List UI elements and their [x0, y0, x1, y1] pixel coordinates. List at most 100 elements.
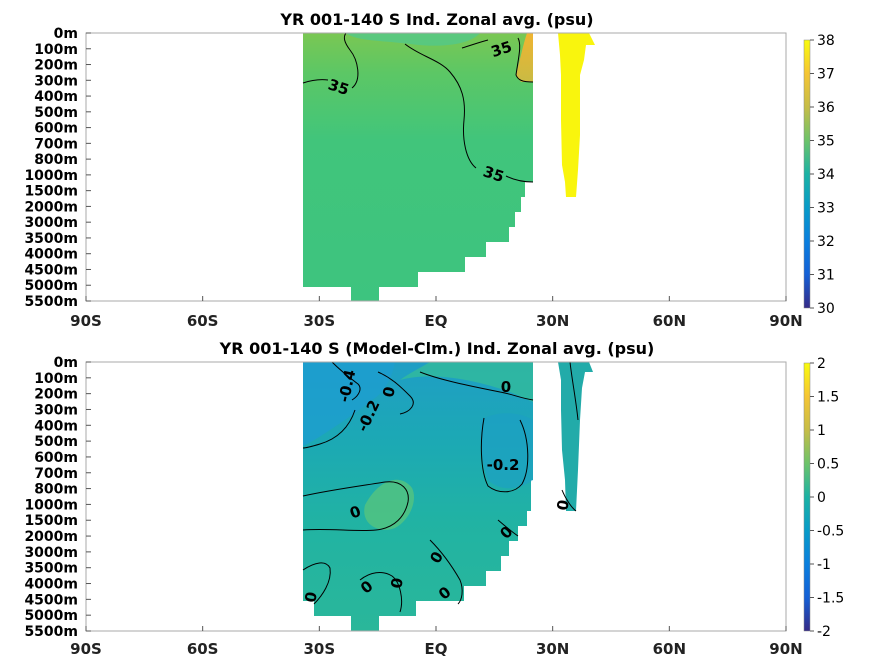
y-tick-label: 400m — [34, 418, 78, 434]
y-tick-label: 1500m — [24, 513, 78, 529]
contour-35-a — [302, 79, 329, 84]
panel-anomaly: YR 001-140 S (Model-Clm.) Ind. Zonal avg… — [24, 339, 844, 656]
y-tick-label: 4500m — [24, 592, 78, 608]
y-tick-label: 4000m — [24, 577, 78, 593]
panel-2-title: YR 001-140 S (Model-Clm.) Ind. Zonal avg… — [219, 339, 655, 358]
panel-1-x-ticks: 90S 60S 30S EQ 30N 60N 90N — [70, 296, 803, 330]
anomaly-field — [303, 362, 593, 631]
x-tick-label: 90S — [70, 312, 102, 330]
y-tick-label: 5500m — [24, 624, 78, 640]
y-tick-label: 700m — [34, 136, 78, 152]
y-tick-label: 600m — [34, 450, 78, 466]
y-tick-label: 300m — [34, 73, 78, 89]
y-tick-label: 4000m — [24, 247, 78, 263]
y-tick-label: 5500m — [24, 294, 78, 310]
anomaly-region-main — [303, 362, 533, 631]
y-tick-label: 3500m — [24, 561, 78, 577]
y-tick-label: 5000m — [24, 278, 78, 294]
contour-0-d — [302, 562, 331, 605]
anomaly-contours — [302, 361, 579, 613]
anomaly-region-upper — [400, 362, 533, 402]
y-tick-label: 700m — [34, 466, 78, 482]
salinity-region-main — [303, 33, 533, 301]
x-tick-label: 90S — [70, 640, 102, 656]
y-tick-label: 1000m — [24, 497, 78, 513]
y-tick-label: 800m — [34, 152, 78, 168]
colorbar-tick-label: 33 — [817, 201, 835, 217]
y-tick-label: 2000m — [24, 529, 78, 545]
y-tick-label: 5000m — [24, 608, 78, 624]
contour-label: 35 — [481, 162, 506, 186]
contour-0-i — [561, 489, 577, 512]
colorbar-tick-label: -2 — [817, 624, 831, 640]
colorbar-2-ticks: 2 1.5 1 0.5 0 -0.5 -1 -1.5 -2 — [810, 356, 844, 640]
x-tick-label: 60S — [187, 312, 219, 330]
y-tick-label: 500m — [34, 105, 78, 121]
contour-35-d — [505, 175, 534, 183]
colorbar-tick-label: 34 — [817, 167, 835, 183]
y-tick-label: 600m — [34, 121, 78, 137]
salinity-region-high — [516, 33, 533, 82]
colorbar-tick-label: 0 — [817, 490, 826, 506]
contour-m02-b — [480, 417, 529, 493]
colorbar-1-ticks: 38 37 36 35 34 33 32 31 30 — [810, 33, 835, 317]
x-tick-label: 30S — [303, 312, 335, 330]
salinity-region-fresh — [345, 33, 480, 46]
colorbar-tick-label: 31 — [817, 268, 835, 284]
colorbar-tick-label: -1.5 — [817, 591, 844, 607]
contour-label: 0 — [301, 590, 321, 603]
y-tick-label: 300m — [34, 402, 78, 418]
salinity-tongue — [558, 33, 595, 197]
anomaly-region-low — [303, 362, 395, 446]
colorbar-1 — [803, 39, 811, 309]
x-tick-label: 30S — [303, 640, 335, 656]
contour-label: 0 — [387, 576, 407, 589]
contour-0-a — [377, 371, 414, 415]
panel-2-x-ticks: 90S 60S 30S EQ 30N 60N 90N — [70, 626, 803, 656]
contour-35-b — [343, 32, 359, 89]
y-tick-label: 1500m — [24, 184, 78, 200]
colorbar-tick-label: 30 — [817, 301, 835, 317]
colorbar-tick-label: 38 — [817, 33, 835, 49]
colorbar-2 — [803, 362, 811, 632]
contour-0-f — [429, 539, 463, 605]
colorbar-tick-label: 1.5 — [817, 390, 839, 406]
anomaly-tongue — [558, 362, 593, 511]
contour-label: 35 — [326, 75, 351, 99]
colorbar-tick-label: 37 — [817, 67, 835, 83]
salinity-field — [303, 33, 595, 301]
y-tick-label: 200m — [34, 58, 78, 74]
x-tick-label: 90N — [769, 640, 802, 656]
y-tick-label: 400m — [34, 89, 78, 105]
y-tick-label: 100m — [34, 371, 78, 387]
y-tick-label: 0m — [54, 26, 78, 42]
y-tick-label: 800m — [34, 482, 78, 498]
x-tick-label: 60N — [653, 640, 686, 656]
y-tick-label: 100m — [34, 42, 78, 58]
contour-label: 0 — [553, 498, 573, 511]
panel-salinity: YR 001-140 S Ind. Zonal avg. (psu) 35 35… — [24, 10, 834, 330]
colorbar-tick-label: 2 — [817, 356, 826, 372]
x-tick-label: 30N — [536, 312, 569, 330]
panel-2-y-ticks: 0m100m200m300m400m500m600m700m800m1000m1… — [24, 355, 91, 640]
colorbar-tick-label: 32 — [817, 234, 835, 250]
contour-0-h — [569, 361, 579, 421]
x-tick-label: 30N — [536, 640, 569, 656]
y-tick-label: 3000m — [24, 545, 78, 561]
contour-m04 — [331, 361, 361, 401]
colorbar-tick-label: -0.5 — [817, 524, 844, 540]
panel-1-y-ticks: 0m100m200m300m400m500m600m700m800m1000m1… — [24, 26, 91, 310]
y-tick-label: 2000m — [24, 199, 78, 215]
x-tick-label: 60S — [187, 640, 219, 656]
contour-label: 0 — [379, 385, 399, 399]
contour-35-e — [461, 39, 489, 49]
x-tick-label: 90N — [769, 312, 802, 330]
contour-label: -0.2 — [487, 456, 520, 474]
y-tick-label: 3500m — [24, 231, 78, 247]
colorbar-tick-label: -1 — [817, 557, 831, 573]
y-tick-label: 3000m — [24, 215, 78, 231]
contour-label: 35 — [489, 37, 514, 61]
contour-0-b — [419, 371, 534, 401]
contour-35-c — [404, 43, 477, 169]
